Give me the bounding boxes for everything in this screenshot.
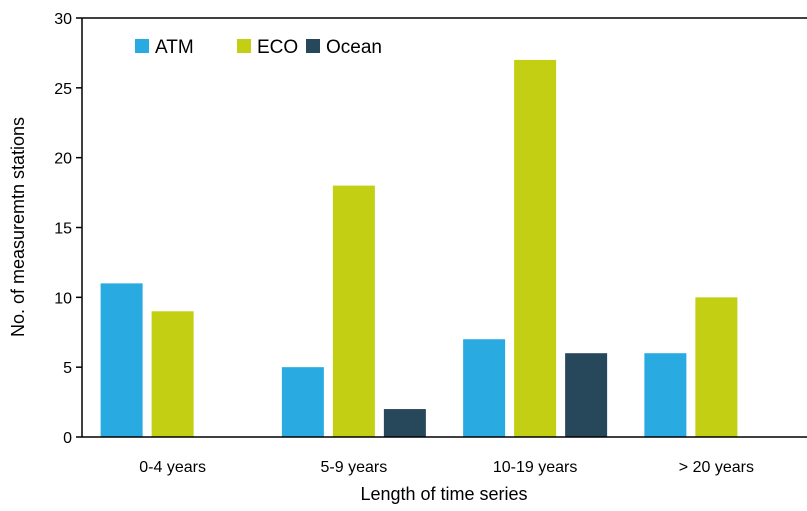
x-tick-label: > 20 years — [679, 459, 754, 476]
y-tick-label: 25 — [54, 81, 72, 98]
x-tick-label: 10-19 years — [493, 459, 578, 476]
legend-label-atm: ATM — [155, 37, 194, 58]
x-axis-title: Length of time series — [360, 484, 527, 504]
bar-atm — [100, 283, 143, 437]
bar-atm — [463, 339, 506, 437]
y-ticks: 0 5 10 15 20 25 30 — [54, 11, 82, 447]
legend-swatch-ocean — [306, 39, 320, 53]
legend: ATM ECO Ocean — [135, 37, 382, 58]
legend-swatch-atm — [135, 39, 149, 53]
y-tick-label: 15 — [54, 221, 72, 238]
x-tick-labels: 0-4 years 5-9 years 10-19 years > 20 years — [139, 459, 754, 476]
bar-ocean — [383, 409, 426, 437]
y-tick-label: 0 — [63, 430, 72, 447]
bar-eco — [695, 297, 738, 437]
bar-ocean — [565, 353, 608, 437]
bar-atm — [281, 367, 324, 437]
y-tick-label: 30 — [54, 11, 72, 28]
legend-swatch-eco — [237, 39, 251, 53]
bar-atm — [644, 353, 687, 437]
bar-eco — [332, 185, 375, 437]
x-tick-label: 0-4 years — [139, 459, 206, 476]
legend-label-ocean: Ocean — [326, 37, 382, 58]
x-tick-label: 5-9 years — [321, 459, 388, 476]
y-tick-label: 20 — [54, 151, 72, 168]
y-tick-label: 10 — [54, 290, 72, 307]
bar-eco — [514, 59, 557, 438]
bar-eco — [151, 311, 194, 437]
y-tick-label: 5 — [63, 360, 72, 377]
y-axis-title: No. of measuremtn stations — [8, 117, 28, 337]
legend-label-eco: ECO — [257, 37, 298, 58]
bars — [100, 59, 738, 438]
